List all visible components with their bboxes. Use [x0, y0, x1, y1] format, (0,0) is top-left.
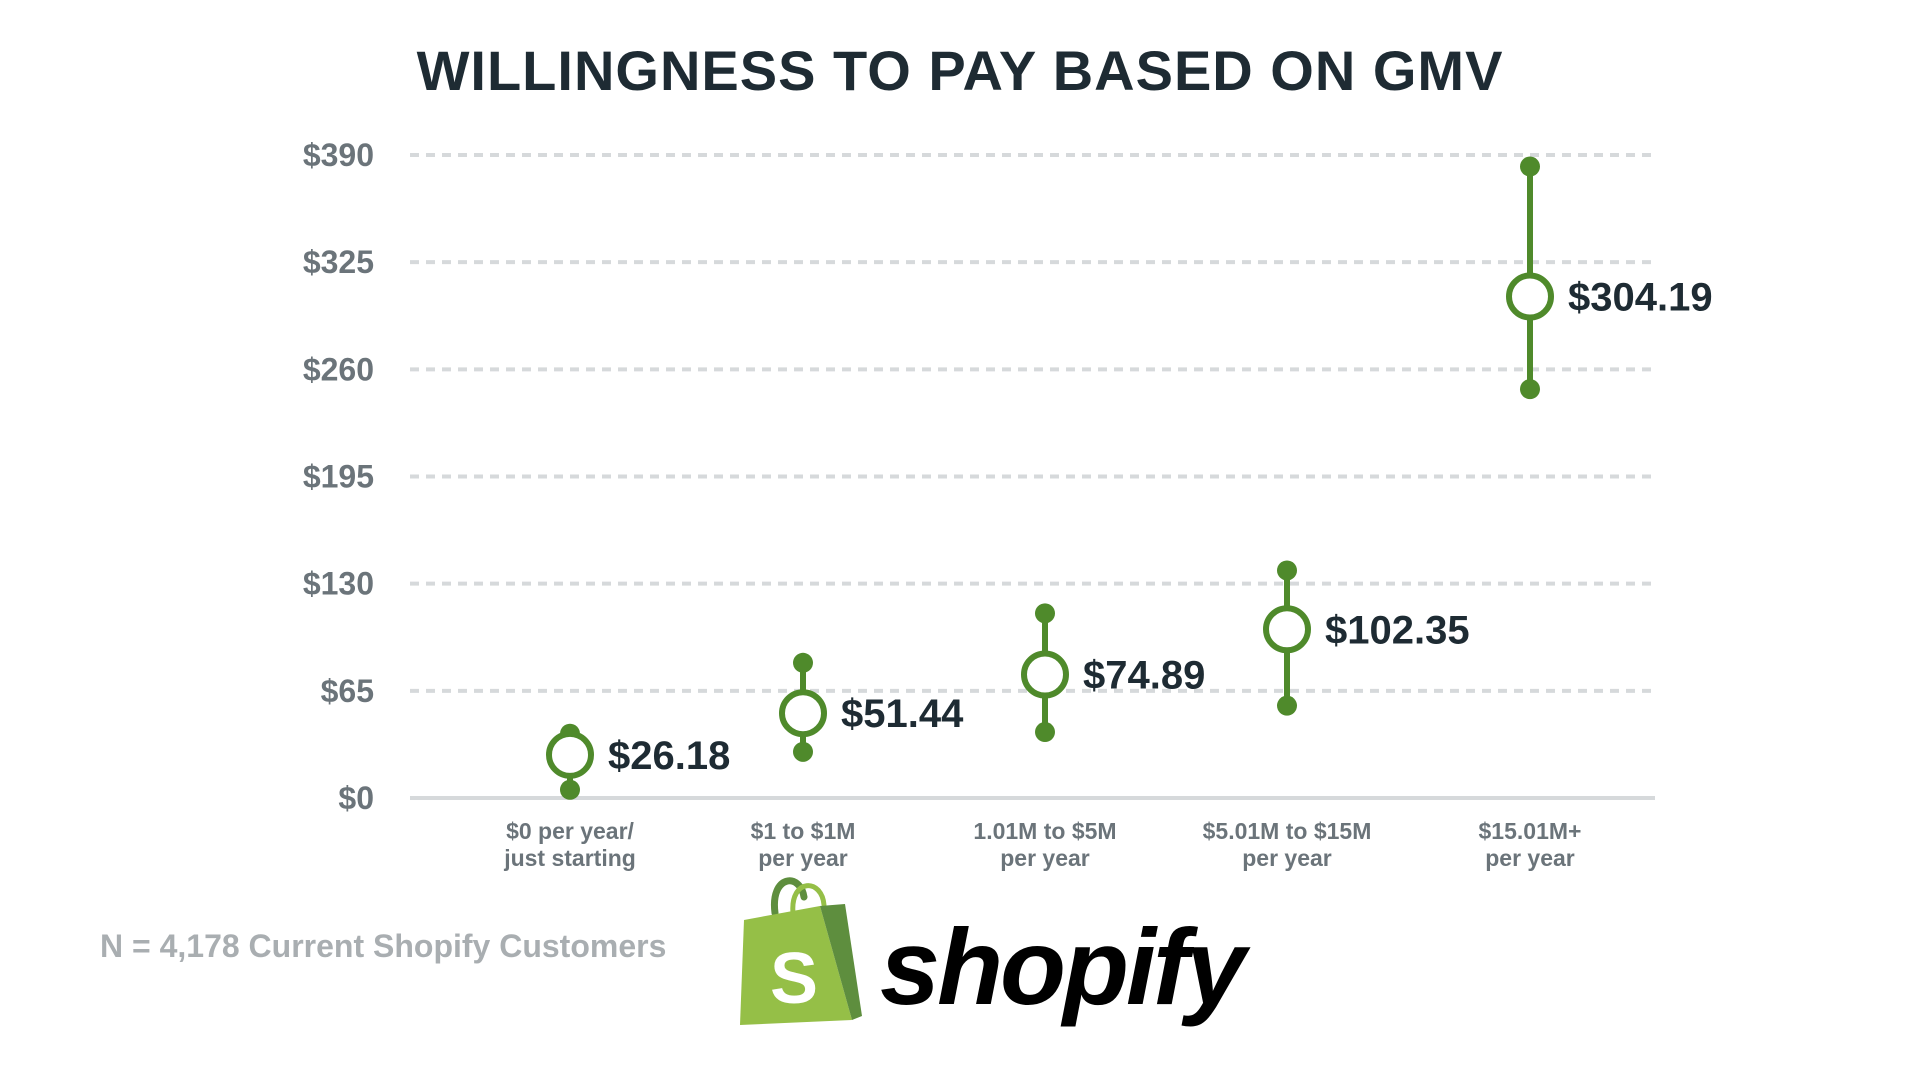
average-marker	[1506, 272, 1554, 321]
average-marker	[1021, 650, 1069, 699]
data-label: $102.35	[1325, 608, 1470, 652]
y-tick-label: $130	[303, 566, 374, 602]
shopping-bag-icon: S	[740, 877, 862, 1025]
average-marker	[546, 730, 594, 779]
range-low-dot	[793, 741, 813, 762]
x-tick-line: per year	[758, 845, 848, 871]
range-high-dot	[1277, 560, 1297, 581]
range-low-dot	[1520, 379, 1540, 400]
data-label: $304.19	[1568, 275, 1713, 319]
data-label: $74.89	[1083, 654, 1205, 698]
x-tick-line: per year	[1485, 845, 1575, 871]
range-high-dot	[1520, 156, 1540, 177]
x-tick-label: $1 to $1M per year	[751, 818, 856, 871]
shopify-logo: S shopify	[740, 877, 1254, 1027]
x-tick-line: 1.01M to $5M	[973, 818, 1116, 844]
y-tick-label: $195	[303, 459, 374, 495]
bag-letter: S	[770, 939, 818, 1019]
x-tick-line: just starting	[503, 845, 636, 871]
range-low-dot	[560, 779, 580, 800]
x-axis: $0 per year/just starting$1 to $1M per ye…	[503, 818, 1581, 871]
range-high-dot	[793, 652, 813, 673]
range-low-dot	[1035, 722, 1055, 743]
x-tick-label: $0 per year/just starting	[503, 818, 636, 871]
x-tick-line: $1 to $1M	[751, 818, 856, 844]
chart-title: WILLINGNESS TO PAY BASED ON GMV	[417, 39, 1504, 102]
data-label: $26.18	[608, 734, 730, 778]
y-tick-label: $390	[303, 137, 374, 173]
grid-layer	[410, 153, 1655, 800]
data-label: $51.44	[841, 692, 964, 736]
range-low-dot	[1277, 695, 1297, 716]
y-axis: $0 $65 $130 $195 $260 $325 $390	[303, 137, 374, 816]
average-marker	[1263, 605, 1311, 654]
x-tick-line: per year	[1242, 845, 1332, 871]
brand-wordmark: shopify	[880, 906, 1251, 1027]
footnote: N = 4,178 Current Shopify Customers	[100, 928, 666, 964]
x-tick-line: $0 per year/	[506, 818, 634, 844]
y-tick-label: $65	[321, 673, 374, 709]
range-high-dot	[1035, 603, 1055, 624]
data-marks: $26.18 $51.44 $74.89 $102.35 $304.19	[546, 156, 1713, 800]
x-tick-line: per year	[1000, 845, 1090, 871]
x-tick-line: $15.01M+	[1479, 818, 1582, 844]
x-tick-label: $5.01M to $15M per year	[1203, 818, 1372, 871]
x-tick-label: 1.01M to $5M per year	[973, 818, 1116, 871]
average-marker	[779, 689, 827, 738]
x-tick-label: $15.01M+ per year	[1479, 818, 1582, 871]
x-tick-line: $5.01M to $15M	[1203, 818, 1372, 844]
y-tick-label: $0	[338, 780, 374, 816]
y-tick-label: $260	[303, 351, 374, 387]
y-tick-label: $325	[303, 244, 374, 280]
